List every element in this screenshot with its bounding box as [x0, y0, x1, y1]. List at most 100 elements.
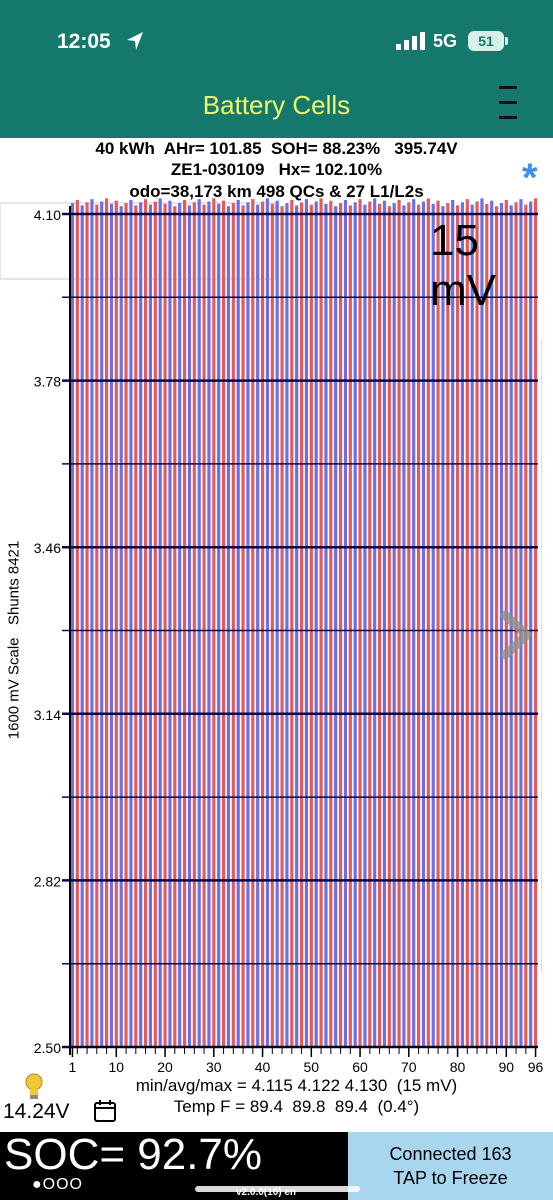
cell-bar: [397, 199, 401, 1048]
cell-bar: [217, 203, 221, 1048]
cell-bar: [441, 206, 445, 1048]
cell-bar: [158, 198, 162, 1048]
page-title: Battery Cells: [202, 90, 351, 120]
cell-bar: [421, 201, 426, 1047]
cell-bar: [197, 199, 201, 1048]
cell-bar: [187, 205, 192, 1048]
cell-bar: [343, 199, 348, 1048]
battery-summary: 40 kWh AHr= 101.85 SOH= 88.23% 395.74V: [95, 139, 458, 158]
cell-bar: [416, 204, 421, 1047]
cell-bar: [524, 204, 528, 1047]
cell-bar: [95, 204, 99, 1047]
battery-icon: 51: [468, 31, 504, 51]
cell-bar: [304, 199, 309, 1048]
cell-bar: [265, 198, 270, 1048]
cell-bar: [407, 202, 411, 1047]
cell-bar: [100, 201, 104, 1047]
cell-bar: [260, 201, 265, 1047]
star-icon[interactable]: *: [522, 156, 538, 200]
chevron-right-icon[interactable]: [497, 605, 537, 665]
cell-bar: [334, 206, 338, 1048]
cell-bar: [207, 201, 211, 1047]
cell-bar: [129, 199, 133, 1048]
cell-bar: [104, 198, 109, 1048]
scale-label: 15 mV: [430, 216, 496, 315]
cell-bar: [368, 201, 372, 1047]
x-tick-label: 40: [255, 1059, 271, 1075]
y-tick-label: 4.10: [34, 207, 61, 223]
cell-bar: [319, 198, 323, 1048]
connection-status: Connected 163: [389, 1144, 512, 1164]
cell-bar: [241, 205, 245, 1048]
signal-icon: [396, 32, 425, 50]
y-tick-label: 3.14: [34, 707, 61, 723]
x-tick-label: 96: [528, 1059, 544, 1075]
y-tick-label: 3.78: [34, 374, 61, 390]
cell-bar: [455, 205, 460, 1048]
cell-bar: [226, 206, 231, 1048]
cell-bar: [270, 203, 274, 1048]
cell-bar: [314, 201, 318, 1047]
cell-bar: [119, 206, 123, 1048]
x-tick-label: 60: [352, 1059, 368, 1075]
cell-bar: [256, 204, 260, 1047]
vehicle-health: ZE1-030109 Hx= 102.10%: [170, 160, 383, 179]
aux-voltage: 14.24V: [3, 1100, 70, 1123]
freeze-button[interactable]: [348, 1132, 553, 1200]
location-arrow-icon: [127, 32, 143, 50]
page-indicator[interactable]: ●OOO: [32, 1176, 83, 1193]
x-tick-label: 80: [450, 1059, 466, 1075]
y-tick-label: 3.46: [34, 540, 61, 556]
cell-bar: [446, 203, 450, 1047]
app-header: [0, 0, 553, 138]
cell-bar: [436, 200, 440, 1047]
cell-bar: [533, 198, 538, 1048]
cell-bar: [363, 204, 367, 1047]
lightbulb-icon[interactable]: [22, 1072, 46, 1102]
cell-bar: [109, 203, 114, 1048]
cell-bar: [377, 203, 382, 1048]
calendar-icon[interactable]: [93, 1099, 117, 1123]
cell-bar: [460, 202, 465, 1047]
x-tick-label: 10: [109, 1059, 125, 1075]
cell-bar: [290, 199, 294, 1048]
cell-bar: [504, 199, 508, 1048]
cell-bar: [358, 199, 362, 1048]
cell-bar: [329, 200, 333, 1047]
cell-bar: [353, 202, 357, 1047]
x-tick-label: 90: [499, 1059, 515, 1075]
cell-bar: [251, 199, 255, 1048]
cell-bar: [299, 202, 304, 1047]
cell-bar: [348, 205, 352, 1048]
cell-bar: [494, 206, 499, 1048]
x-tick-label: 1: [69, 1059, 77, 1075]
cell-bar: [90, 199, 94, 1048]
cell-bar: [202, 204, 206, 1047]
cell-bar: [85, 202, 89, 1047]
cell-bar: [231, 203, 235, 1047]
cell-bar: [465, 199, 469, 1048]
cell-bar: [519, 199, 523, 1048]
cell-bar: [143, 199, 148, 1048]
side-scroll-edge: [541, 336, 553, 976]
cell-bar: [246, 202, 250, 1047]
cell-bar: [163, 203, 167, 1048]
cell-bar: [275, 200, 279, 1047]
temperature: Temp F = 89.4 89.8 89.4 (0.4°): [173, 1097, 420, 1116]
battery-tip: [505, 37, 508, 45]
x-tick-label: 70: [401, 1059, 417, 1075]
cell-bar: [309, 204, 313, 1047]
menu-icon[interactable]: [497, 86, 519, 120]
cell-bar: [426, 198, 430, 1048]
cell-bar: [153, 201, 157, 1047]
cell-bar: [148, 204, 153, 1047]
version-label: v2.0.0(10) en: [236, 1187, 297, 1198]
min-avg-max: min/avg/max = 4.115 4.122 4.130 (15 mV): [135, 1076, 458, 1095]
cell-bar: [529, 201, 533, 1047]
cell-bar: [451, 199, 455, 1048]
cell-bar: [470, 204, 474, 1047]
cell-bar: [75, 199, 79, 1048]
cell-bar: [475, 201, 479, 1047]
status-time: 12:05: [57, 30, 111, 53]
y-tick-label: 2.50: [34, 1040, 61, 1056]
